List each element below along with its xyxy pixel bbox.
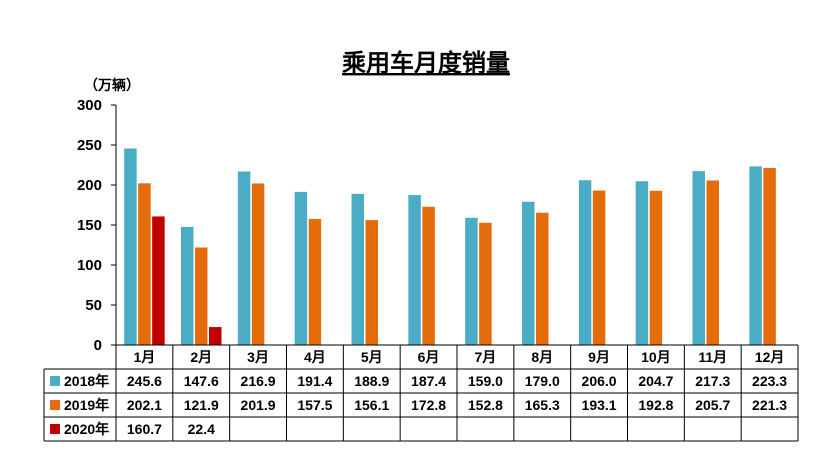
bar-2019年-5月	[365, 220, 378, 345]
bars-group	[124, 148, 776, 345]
bar-2018年-5月	[351, 193, 364, 345]
data-cell: 152.8	[468, 397, 503, 413]
data-cell: 121.9	[184, 397, 219, 413]
bar-2019年-10月	[649, 190, 663, 345]
data-cell: 147.6	[184, 373, 219, 389]
bar-2018年-1月	[124, 148, 137, 345]
bar-2019年-2月	[195, 247, 208, 345]
data-cell: 221.3	[752, 397, 787, 413]
x-category-label: 8月	[531, 349, 553, 365]
bar-2020年-1月	[152, 216, 165, 345]
legend-key-2019年	[50, 400, 60, 410]
x-category-label: 1月	[134, 349, 156, 365]
data-cell: 187.4	[411, 373, 446, 389]
bar-2019年-8月	[536, 212, 549, 345]
bar-2019年-3月	[251, 183, 265, 345]
x-category-label: 7月	[475, 349, 497, 365]
data-cell: 223.3	[752, 373, 787, 389]
data-table: 1月 2月 3月 4月 5月 6月 7月 8月 9月 10月 11月 12月 2018年 245.6 147…	[43, 344, 799, 442]
y-tick-label: 250	[77, 137, 102, 154]
legend-key-2020年	[50, 424, 60, 434]
x-category-label: 3月	[247, 349, 269, 365]
data-cell: 157.5	[297, 397, 332, 413]
data-cell: 191.4	[297, 373, 332, 389]
y-tick-label: 200	[77, 177, 102, 194]
x-category-label: 5月	[361, 349, 383, 365]
chart-title: 乘用车月度销量	[341, 49, 510, 77]
data-cell: 206.0	[582, 373, 617, 389]
data-cell: 22.4	[188, 421, 215, 437]
data-cell: 205.7	[695, 397, 730, 413]
bar-2018年-6月	[408, 195, 421, 345]
legend-key-2018年	[50, 376, 60, 386]
data-cell: 204.7	[638, 373, 673, 389]
bar-2018年-10月	[635, 181, 649, 345]
y-tick-label: 100	[77, 257, 102, 274]
bar-2020年-2月	[209, 327, 222, 345]
y-axis-ticks: 0 50 100 150 200 250 300	[77, 97, 116, 354]
data-cell: 156.1	[354, 397, 389, 413]
data-cell: 172.8	[411, 397, 446, 413]
bar-2019年-1月	[138, 183, 151, 345]
bar-2018年-7月	[465, 217, 478, 345]
data-cell: 245.6	[127, 373, 162, 389]
x-category-label: 11月	[698, 349, 727, 365]
bar-2019年-6月	[422, 206, 435, 345]
y-tick-label: 150	[77, 217, 102, 234]
legend-label: 2020年	[64, 421, 109, 437]
data-cell: 192.8	[638, 397, 673, 413]
x-category-label: 12月	[755, 349, 785, 365]
x-category-label: 10月	[641, 349, 671, 365]
data-cell: 160.7	[127, 421, 162, 437]
data-cell: 159.0	[468, 373, 503, 389]
data-cell: 188.9	[354, 373, 389, 389]
data-cell: 201.9	[241, 397, 276, 413]
legend-label: 2019年	[64, 397, 109, 413]
data-cell: 179.0	[525, 373, 560, 389]
bar-2019年-12月	[763, 167, 776, 345]
x-category-label: 9月	[588, 349, 610, 365]
data-cell: 165.3	[525, 397, 560, 413]
data-cell: 216.9	[241, 373, 276, 389]
bar-2018年-2月	[181, 226, 194, 345]
y-tick-label: 0	[94, 337, 102, 354]
bar-2018年-8月	[522, 201, 535, 345]
bar-2018年-11月	[692, 171, 705, 345]
bar-2018年-4月	[294, 191, 308, 345]
data-cell: 217.3	[695, 373, 730, 389]
bar-2018年-3月	[237, 171, 251, 345]
legend-label: 2018年	[64, 373, 109, 389]
bar-2019年-11月	[706, 180, 719, 345]
x-category-label: 2月	[190, 349, 212, 365]
bar-2019年-4月	[308, 219, 322, 345]
bar-2018年-9月	[578, 180, 592, 345]
y-axis-unit-label: （万辆）	[84, 77, 140, 93]
y-tick-label: 300	[77, 97, 102, 114]
x-category-label: 6月	[418, 349, 440, 365]
data-cell: 193.1	[582, 397, 617, 413]
bar-2018年-12月	[749, 166, 762, 345]
x-category-label: 4月	[304, 349, 326, 365]
data-cell: 202.1	[127, 397, 162, 413]
bar-2019年-7月	[479, 222, 492, 345]
y-tick-label: 50	[85, 297, 102, 314]
bar-2019年-9月	[592, 190, 606, 345]
